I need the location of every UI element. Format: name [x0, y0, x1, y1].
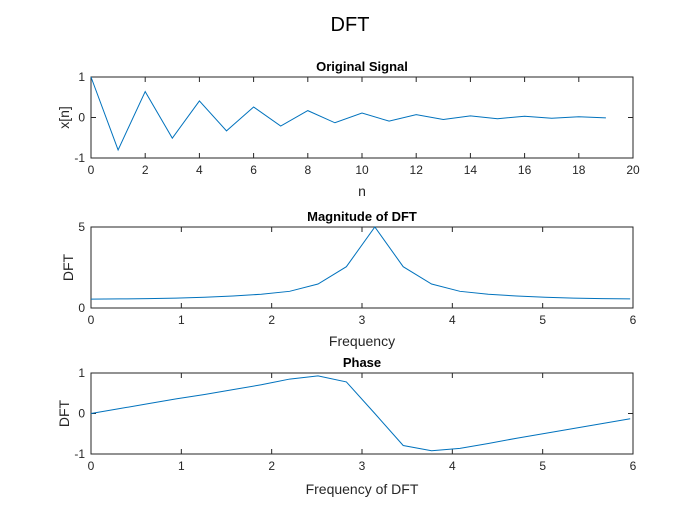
y-tick-label: 1 — [78, 366, 85, 380]
subplot-phase: Phase Frequency of DFT DFT 0 1 2 3 4 5 6-101 — [56, 355, 637, 497]
y-tick-label: 5 — [78, 220, 85, 234]
x-tick-label: 6 — [630, 459, 637, 473]
x-tick-label: 10 — [355, 163, 369, 177]
x-tick-label: 0 — [88, 163, 95, 177]
x-axis-label-magnitude: Frequency — [329, 333, 395, 349]
plot-area-magnitude — [90, 226, 634, 309]
x-tick-label: 5 — [539, 313, 546, 327]
series-line-magnitude — [90, 226, 631, 300]
marks-original-signal: 0 2 4 6 8 10 12 14 16 18 20-101 — [74, 70, 640, 177]
x-tick-label: 0 — [88, 459, 95, 473]
x-tick-label: 2 — [268, 459, 275, 473]
x-tick-label: 1 — [178, 459, 185, 473]
y-tick-label: 0 — [78, 301, 85, 315]
x-tick-label: 5 — [539, 459, 546, 473]
subplot-magnitude: Magnitude of DFT Frequency DFT 0 1 2 3 4 5 6 0 5 — [60, 209, 637, 349]
series-line-original-signal — [90, 76, 606, 152]
chart-title-phase: Phase — [343, 355, 381, 370]
x-tick-label: 1 — [178, 313, 185, 327]
x-tick-label: 18 — [572, 163, 586, 177]
x-tick-label: 20 — [626, 163, 640, 177]
y-axis-label-phase: DFT — [56, 399, 72, 427]
x-tick-label: 4 — [449, 459, 456, 473]
y-tick-label: -1 — [74, 447, 85, 461]
plot-area-phase — [90, 372, 634, 455]
marks-phase: 0 1 2 3 4 5 6-101 — [74, 366, 636, 473]
x-tick-label: 16 — [518, 163, 532, 177]
y-tick-label: 0 — [78, 111, 85, 125]
plot-area-original-signal — [90, 76, 634, 159]
chart-title-magnitude: Magnitude of DFT — [307, 209, 417, 224]
x-tick-label: 3 — [359, 313, 366, 327]
x-tick-label: 8 — [304, 163, 311, 177]
x-tick-label: 0 — [88, 313, 95, 327]
y-tick-label: 0 — [78, 407, 85, 421]
y-tick-label: 1 — [78, 70, 85, 84]
marks-magnitude: 0 1 2 3 4 5 6 0 5 — [78, 220, 636, 327]
x-tick-label: 12 — [410, 163, 424, 177]
y-axis-label-magnitude: DFT — [60, 253, 76, 281]
x-tick-label: 6 — [250, 163, 257, 177]
x-tick-label: 4 — [196, 163, 203, 177]
subplot-original-signal: Original Signal n x[n] 0 2 4 6 8 10 12 14 16 18 20… — [56, 59, 640, 199]
chart-title-original-signal: Original Signal — [316, 59, 408, 74]
series-line-phase — [90, 375, 631, 452]
x-tick-label: 3 — [359, 459, 366, 473]
x-tick-label: 4 — [449, 313, 456, 327]
x-axis-label-original-signal: n — [358, 183, 366, 199]
x-tick-label: 6 — [630, 313, 637, 327]
x-tick-label: 2 — [268, 313, 275, 327]
y-axis-label-original-signal: x[n] — [56, 106, 72, 129]
y-tick-label: -1 — [74, 151, 85, 165]
x-axis-label-phase: Frequency of DFT — [306, 481, 419, 497]
x-tick-label: 2 — [142, 163, 149, 177]
x-tick-label: 14 — [464, 163, 478, 177]
figure-title: DFT — [331, 14, 370, 36]
